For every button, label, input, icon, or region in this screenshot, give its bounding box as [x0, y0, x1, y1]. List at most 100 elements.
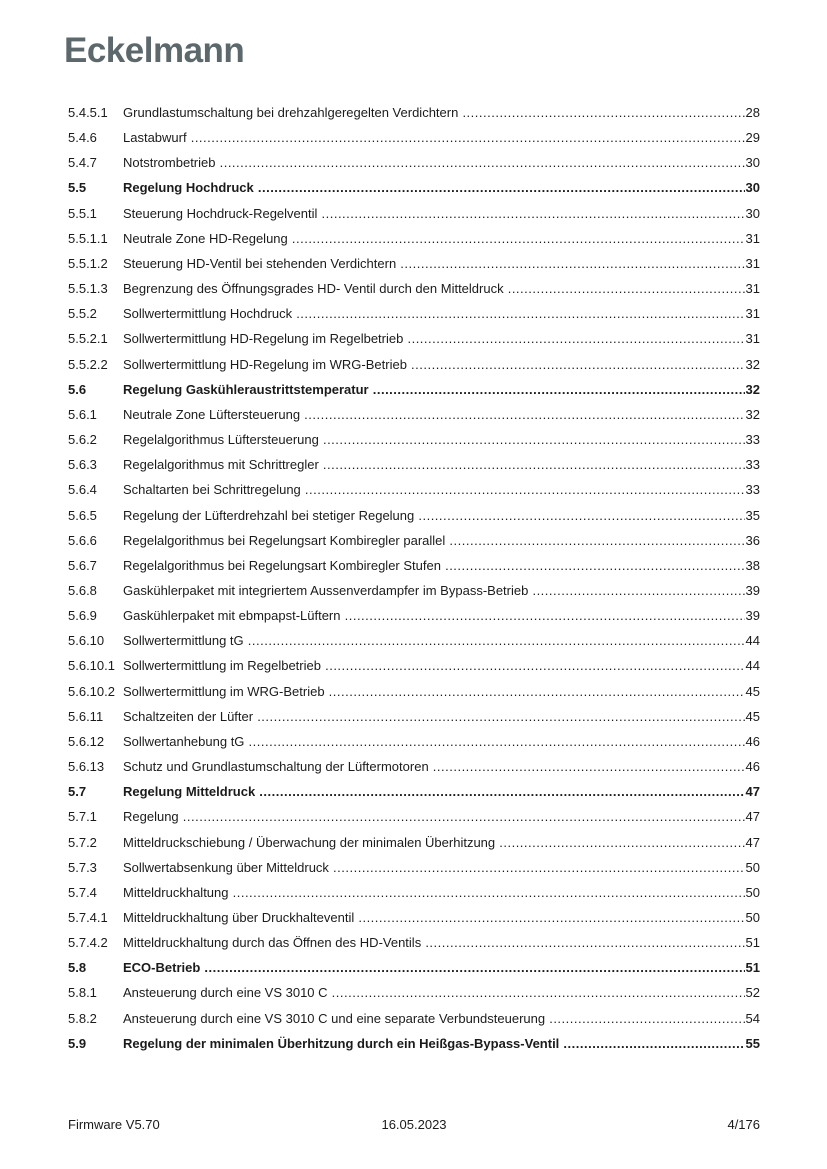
toc-entry[interactable]: 5.8.2 Ansteuerung durch eine VS 3010 C u… [68, 1006, 760, 1031]
toc-entry-page: 51 [745, 935, 760, 951]
toc-entry[interactable]: 5.9 Regelung der minimalen Überhitzung d… [68, 1031, 760, 1056]
toc-entry-title: Regelalgorithmus bei Regelungsart Kombir… [123, 528, 745, 553]
toc-entry-page: 54 [745, 1010, 760, 1026]
toc-entry-page: 45 [745, 683, 760, 699]
toc-entry-page: 35 [745, 507, 760, 523]
toc-entry[interactable]: 5.5.1.3 Begrenzung des Öffnungsgrades HD… [68, 276, 760, 301]
toc-entry[interactable]: 5.5.1 Steuerung Hochdruck-Regelventil 30 [68, 201, 760, 226]
toc-entry-number: 5.6.11 [68, 708, 104, 724]
toc-entry[interactable]: 5.7 Regelung Mitteldruck 47 [68, 779, 760, 804]
toc-entry-title: Neutrale Zone Lüftersteuerung [123, 402, 745, 427]
toc-entry-page: 55 [745, 1035, 760, 1051]
toc-entry[interactable]: 5.6.2 Regelalgorithmus Lüftersteuerung 3… [68, 427, 760, 452]
toc-entry[interactable]: 5.6.12 Sollwertanhebung tG 46 [68, 729, 760, 754]
toc-entry-number: 5.6.10.1 [68, 658, 115, 674]
toc-entry[interactable]: 5.6.10.2 Sollwertermittlung im WRG-Betri… [68, 679, 760, 704]
toc-entry-title: Lastabwurf [123, 125, 745, 150]
toc-entry-title: Grundlastumschaltung bei drehzahlgeregel… [123, 100, 745, 125]
toc-entry-number: 5.6.12 [68, 733, 105, 749]
toc-entry[interactable]: 5.5.2.2 Sollwertermittlung HD-Regelung i… [68, 352, 760, 377]
toc-entry-page: 32 [745, 406, 760, 422]
toc-entry-number: 5.7.4 [68, 884, 97, 900]
toc-entry[interactable]: 5.7.3 Sollwertabsenkung über Mitteldruck… [68, 855, 760, 880]
toc-entry-title: Steuerung Hochdruck-Regelventil [123, 201, 745, 226]
toc-entry-number: 5.4.5.1 [68, 105, 108, 120]
toc-entry[interactable]: 5.6.9 Gaskühlerpaket mit ebmpapst-Lüfter… [68, 603, 760, 628]
toc-entry-number: 5.6.2 [68, 432, 97, 448]
toc-entry-page: 31 [745, 306, 760, 322]
toc-entry[interactable]: 5.6 Regelung Gaskühleraustrittstemperatu… [68, 377, 760, 402]
toc-entry-page: 47 [745, 834, 760, 850]
toc-entry[interactable]: 5.6.1 Neutrale Zone Lüftersteuerung 32 [68, 402, 760, 427]
toc-entry[interactable]: 5.6.7 Regelalgorithmus bei Regelungsart … [68, 553, 760, 578]
toc-entry-number: 5.5.1.3 [68, 281, 108, 297]
toc-entry[interactable]: 5.4.7 Notstrombetrieb 30 [68, 150, 760, 175]
toc-entry-number: 5.5.1.1 [68, 230, 108, 246]
toc-entry-title: Sollwertanhebung tG [123, 729, 745, 754]
toc-entry-number: 5.5.2 [68, 306, 97, 322]
toc-entry-page: 29 [745, 130, 760, 146]
toc-entry-title: Mitteldruckhaltung durch das Öffnen des … [123, 930, 745, 955]
toc-entry-title: Gaskühlerpaket mit ebmpapst-Lüftern [123, 603, 745, 628]
toc-entry-page: 50 [745, 859, 760, 875]
toc-entry-title: ECO-Betrieb [123, 955, 745, 980]
toc-entry-page: 45 [745, 708, 760, 724]
toc-entry-number: 5.7.2 [68, 834, 97, 850]
toc-entry[interactable]: 5.8 ECO-Betrieb 51 [68, 955, 760, 980]
toc-entry-title: Sollwertermittlung HD-Regelung im WRG-Be… [123, 352, 745, 377]
toc-entry-page: 33 [745, 482, 760, 498]
toc-entry[interactable]: 5.6.4 Schaltarten bei Schrittregelung 33 [68, 477, 760, 502]
toc-entry-page: 39 [745, 608, 760, 624]
toc-entry[interactable]: 5.6.10 Sollwertermittlung tG 44 [68, 628, 760, 653]
toc-entry-page: 32 [745, 381, 760, 397]
toc-entry[interactable]: 5.5.2.1 Sollwertermittlung HD-Regelung i… [68, 326, 760, 351]
toc-entry-title: Regelung [123, 804, 745, 829]
toc-entry-title: Schaltzeiten der Lüfter [123, 704, 745, 729]
toc-entry-page: 52 [745, 985, 760, 1001]
toc-entry[interactable]: 5.7.4 Mitteldruckhaltung 50 [68, 880, 760, 905]
toc-entry-title: Notstrombetrieb [123, 150, 745, 175]
toc-entry[interactable]: 5.7.4.1 Mitteldruckhaltung über Druckhal… [68, 905, 760, 930]
toc-entry-title: Regelalgorithmus mit Schrittregler [123, 452, 745, 477]
toc-entry-number: 5.6.10 [68, 633, 105, 649]
toc-entry-number: 5.6.4 [68, 482, 97, 498]
toc-entry[interactable]: 5.6.6 Regelalgorithmus bei Regelungsart … [68, 528, 760, 553]
toc-entry-title: Mitteldruckhaltung über Druckhalteventil [123, 905, 745, 930]
toc-entry[interactable]: 5.5.2 Sollwertermittlung Hochdruck 31 [68, 301, 760, 326]
toc-entry[interactable]: 5.4.5.1 Grundlastumschaltung bei drehzah… [68, 100, 760, 125]
toc-entry[interactable]: 5.7.1 Regelung 47 [68, 804, 760, 829]
toc-entry[interactable]: 5.6.13 Schutz und Grundlastumschaltung d… [68, 754, 760, 779]
toc-entry-page: 51 [745, 960, 760, 976]
toc-entry-number: 5.8.2 [68, 1010, 97, 1026]
toc-entry-number: 5.7 [68, 784, 87, 800]
toc-entry-title: Sollwertabsenkung über Mitteldruck [123, 855, 745, 880]
toc-entry[interactable]: 5.6.5 Regelung der Lüfterdrehzahl bei st… [68, 503, 760, 528]
toc-entry-title: Regelalgorithmus Lüftersteuerung [123, 427, 745, 452]
toc-entry-page: 44 [745, 633, 760, 649]
toc-entry-title: Mitteldruckhaltung [123, 880, 745, 905]
footer-page-indicator: 4/176 [727, 1117, 761, 1132]
toc-entry[interactable]: 5.4.6 Lastabwurf 29 [68, 125, 760, 150]
toc-entry[interactable]: 5.5.1.2 Steuerung HD-Ventil bei stehende… [68, 251, 760, 276]
toc-entry-title: Sollwertermittlung Hochdruck [123, 301, 745, 326]
toc-entry-number: 5.6.6 [68, 532, 97, 548]
toc-entry[interactable]: 5.6.8 Gaskühlerpaket mit integriertem Au… [68, 578, 760, 603]
toc-entry-page: 46 [745, 733, 760, 749]
toc-entry[interactable]: 5.8.1 Ansteuerung durch eine VS 3010 C 5… [68, 980, 760, 1005]
toc-entry-page: 47 [745, 784, 760, 800]
toc-entry-number: 5.7.4.2 [68, 935, 108, 951]
toc-entry-title: Sollwertermittlung im Regelbetrieb [123, 653, 745, 678]
toc-entry[interactable]: 5.5.1.1 Neutrale Zone HD-Regelung 31 [68, 226, 760, 251]
toc-entry[interactable]: 5.6.11 Schaltzeiten der Lüfter 45 [68, 704, 760, 729]
toc-entry-number: 5.7.4.1 [68, 910, 108, 925]
toc-entry[interactable]: 5.6.3 Regelalgorithmus mit Schrittregler… [68, 452, 760, 477]
toc-entry[interactable]: 5.5 Regelung Hochdruck 30 [68, 175, 760, 200]
footer-date: 16.05.2023 [381, 1117, 447, 1132]
toc-entry-title: Regelalgorithmus bei Regelungsart Kombir… [123, 553, 745, 578]
toc-entry-number: 5.4.7 [68, 155, 97, 171]
toc-entry[interactable]: 5.6.10.1 Sollwertermittlung im Regelbetr… [68, 653, 760, 678]
toc-entry[interactable]: 5.7.2 Mitteldruckschiebung / Überwachung… [68, 830, 760, 855]
toc-entry-number: 5.6.10.2 [68, 683, 115, 699]
toc-entry[interactable]: 5.7.4.2 Mitteldruckhaltung durch das Öff… [68, 930, 760, 955]
